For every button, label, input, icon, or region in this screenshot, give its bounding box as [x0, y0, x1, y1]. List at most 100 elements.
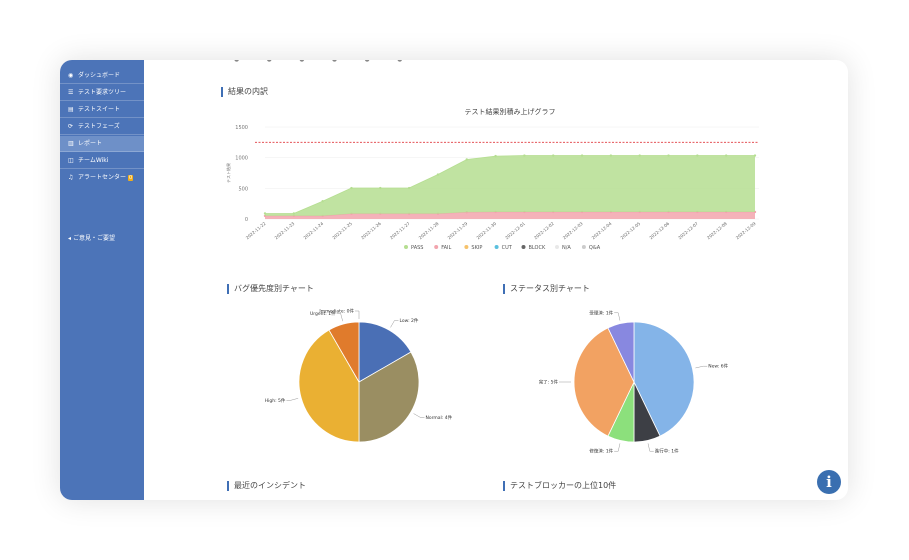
data-point — [407, 186, 411, 190]
pie-slice — [328, 321, 360, 384]
legend-label: SKIP — [471, 245, 482, 251]
data-point — [552, 154, 555, 157]
x-tick-label: 2022-12-09 — [735, 221, 757, 241]
data-point — [379, 186, 382, 190]
x-tick-label: 2022-11-27 — [389, 221, 411, 241]
y-tick-label: 0 — [245, 217, 248, 223]
sidebar-item-label: ダッシュボード — [78, 72, 121, 79]
x-tick-label: 2022-12-04 — [591, 221, 613, 241]
pie-label: Immediate: 0件 — [319, 308, 354, 315]
section-title-bug-priority: バグ優先度別チャート — [227, 284, 314, 294]
data-point — [292, 212, 296, 215]
feedback-label: ご意見・ご要望 — [72, 235, 115, 242]
legend-label: FAIL — [441, 245, 451, 251]
data-point — [263, 212, 267, 215]
pie-leader-line — [355, 310, 360, 319]
legend-swatch — [521, 245, 526, 249]
sidebar-item-label: レポート — [78, 140, 103, 147]
cycle-icon: ⟳ — [68, 123, 74, 130]
pie-slice — [573, 327, 635, 437]
section-title-results: 結果の内訳 — [221, 87, 268, 97]
pie-label: 受理済: 1件 — [589, 309, 613, 316]
previous-chart-legend-cut: ● ─── ─── ● ─── ─── ● ─── ─── ● ─── ─── … — [234, 60, 714, 62]
chart-icon: ▥ — [68, 140, 74, 147]
x-tick-label: 2022-11-23 — [274, 221, 296, 241]
legend-label: PASS — [411, 245, 423, 251]
info-button[interactable]: i — [817, 470, 841, 494]
pie-label: 進行中: 1件 — [655, 448, 679, 455]
sidebar-item-test-suite[interactable]: ▤ テストスイート — [60, 102, 144, 118]
sidebar-item-label: チームWiki — [78, 157, 109, 164]
document-icon: ▤ — [68, 106, 74, 113]
data-point — [696, 154, 699, 157]
pie-label: 完了: 5件 — [539, 379, 559, 386]
sidebar-item-test-requirements[interactable]: ☰ テスト要求ツリー — [60, 85, 144, 101]
pie-leader-line — [695, 365, 708, 369]
x-tick-label: 2022-11-26 — [360, 221, 382, 241]
pie-label: Urgent: 1件 — [310, 310, 336, 317]
stacked-area-chart: テスト結果別積み上げグラフ 0 500 1000 1500 テスト結果 2022-11-22… — [225, 107, 759, 251]
pie-slice — [358, 351, 420, 443]
dashboard-icon: ◉ — [68, 72, 74, 79]
legend-label: BLOCK — [529, 245, 546, 251]
x-tick-label: 2022-11-30 — [475, 221, 497, 241]
section-title-blockers: テストブロッカーの上位10件 — [503, 481, 616, 491]
sidebar-item-label: アラートセンター — [78, 174, 127, 181]
main-content: ● ─── ─── ● ─── ─── ● ─── ─── ● ─── ─── … — [144, 60, 848, 500]
megaphone-icon: ◂ — [68, 235, 72, 242]
pie-leader-line — [286, 398, 299, 401]
x-tick-label: 2022-12-03 — [562, 221, 584, 241]
pie-leader-line — [390, 320, 399, 328]
sidebar-item-dashboard[interactable]: ◉ ダッシュボード — [60, 68, 144, 84]
pie-leader-line — [413, 413, 425, 418]
y-tick-label: 1500 — [235, 125, 248, 131]
data-point — [523, 154, 526, 157]
legend-swatch — [434, 245, 439, 249]
data-point — [465, 158, 468, 161]
legend-swatch — [404, 245, 408, 249]
x-tick-label: 2022-12-05 — [619, 221, 641, 241]
data-point — [609, 154, 613, 157]
pie-leader-line — [614, 312, 621, 321]
legend-label: CUT — [502, 245, 513, 251]
line-fail — [265, 211, 755, 217]
data-point — [667, 154, 670, 157]
data-point — [724, 154, 728, 157]
app-window: ◉ ダッシュボード ☰ テスト要求ツリー ▤ テストスイート ⟳ テストフェーズ ▥ レポ… — [60, 60, 848, 500]
y-tick-label: 500 — [238, 186, 248, 192]
sidebar-item-label: テストフェーズ — [78, 123, 120, 130]
pie-label: New: 6件 — [708, 363, 728, 370]
pie-label: Low: 2件 — [400, 317, 419, 324]
x-tick-label: 2022-11-28 — [418, 221, 440, 241]
chart-title: テスト結果別積み上げグラフ — [465, 107, 556, 116]
sidebar-item-report[interactable]: ▥ レポート — [60, 136, 144, 152]
x-tick-label: 2022-12-06 — [648, 221, 670, 241]
legend-swatch — [581, 245, 586, 249]
legend-swatch — [464, 245, 469, 249]
section-title-status: ステータス別チャート — [503, 284, 590, 294]
sidebar-item-test-phase[interactable]: ⟳ テストフェーズ — [60, 119, 144, 135]
line-pass — [265, 155, 755, 214]
sidebar-item-team-wiki[interactable]: ◫ チームWiki — [60, 153, 144, 169]
pie-leader-line — [614, 443, 621, 452]
data-point — [753, 154, 757, 157]
pie-leader-line — [336, 313, 343, 322]
data-point — [494, 154, 497, 158]
legend-swatch — [555, 245, 559, 249]
sidebar-item-alert-center[interactable]: ♫ アラートセンター 0 — [60, 170, 144, 186]
sidebar-item-label: テスト要求ツリー — [78, 89, 127, 96]
x-tick-label: 2022-11-22 — [245, 221, 267, 241]
pie-slice — [633, 321, 695, 437]
section-title-incidents: 最近のインシデント — [227, 481, 306, 491]
wiki-icon: ◫ — [68, 157, 74, 164]
pie-slice — [298, 329, 360, 443]
pie-slice — [358, 321, 412, 383]
feedback-link[interactable]: ◂ ご意見・ご要望 — [68, 233, 115, 242]
legend-label: N/A — [562, 245, 571, 251]
legend-swatch — [494, 245, 499, 249]
y-axis-label: テスト結果 — [225, 163, 231, 183]
pie-label: 修復済: 1件 — [589, 448, 613, 455]
pie-label: Normal: 4件 — [425, 414, 452, 421]
list-icon: ☰ — [68, 89, 74, 96]
